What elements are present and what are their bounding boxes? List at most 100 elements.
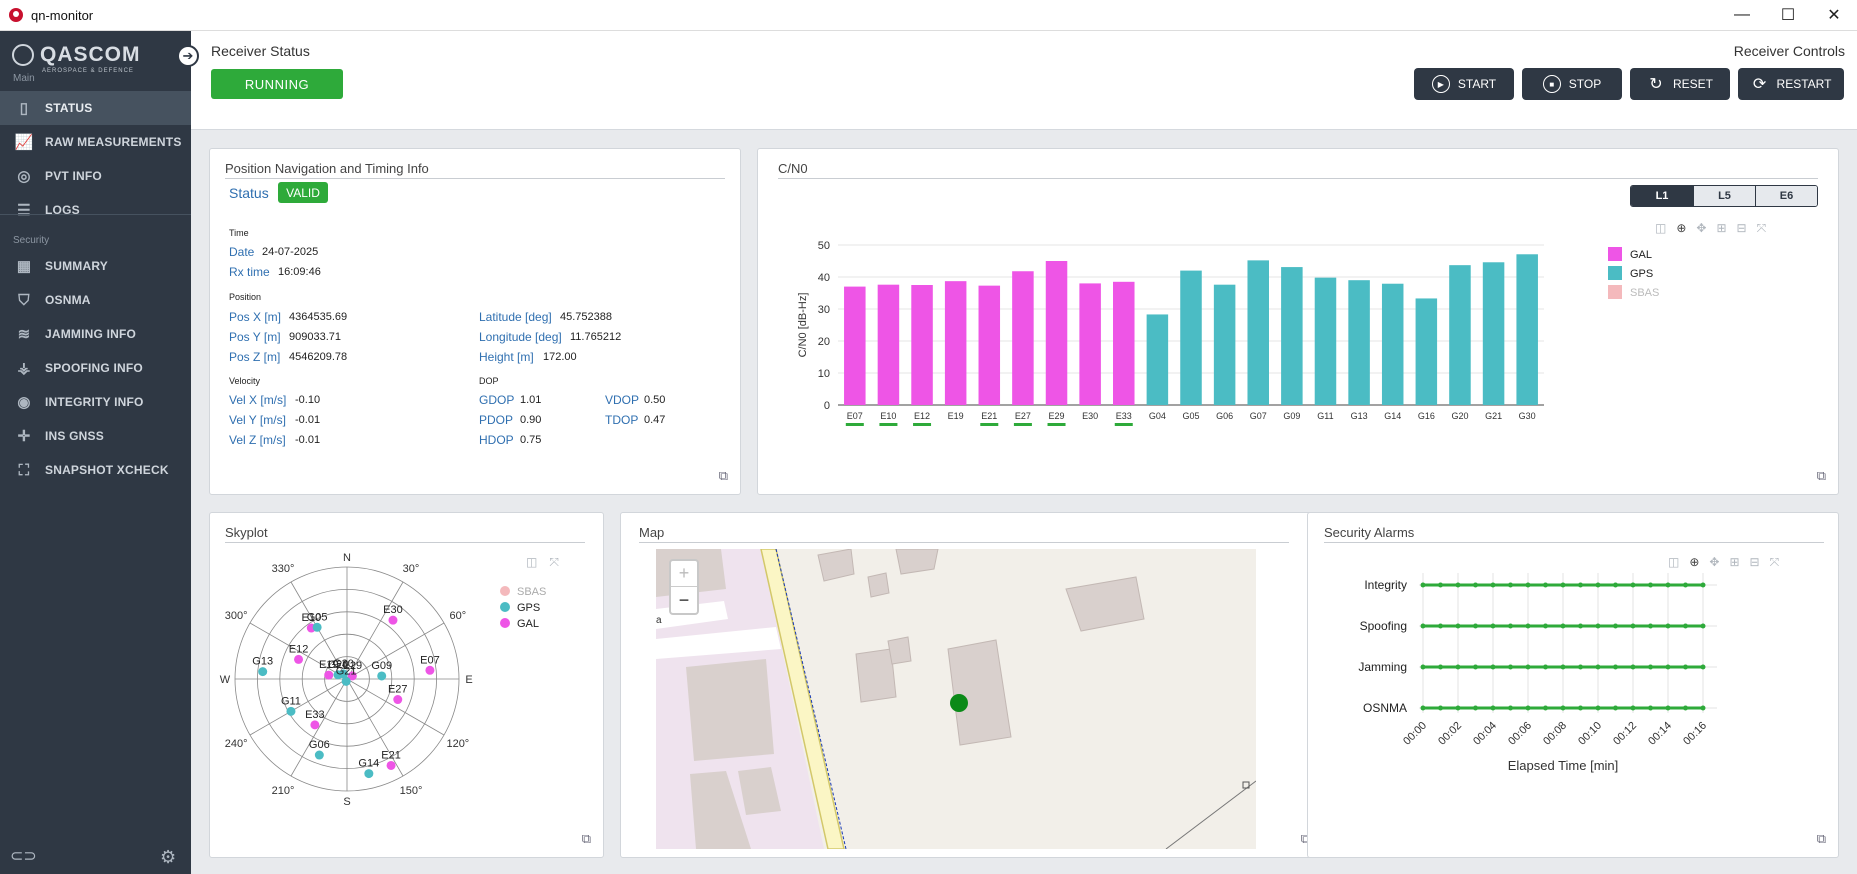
azimuth-label: 60°: [450, 610, 467, 622]
zoom-out-icon[interactable]: ⊟: [1736, 221, 1747, 235]
map-panel: Map + − a ⧉: [620, 512, 1323, 858]
x-tick-label: E30: [1082, 411, 1098, 421]
open-external-icon[interactable]: ⧉: [581, 831, 591, 846]
autoscale-icon[interactable]: ⤧: [549, 555, 559, 569]
alarm-point: [1648, 582, 1653, 588]
tdop-label: TDOP: [605, 413, 639, 427]
sidebar-item-raw-measurements[interactable]: 📈 RAW MEASUREMENTS: [0, 125, 191, 159]
open-external-icon[interactable]: ⧉: [718, 468, 728, 483]
zoom-out-icon[interactable]: ⊟: [1749, 555, 1760, 569]
sidebar-item-jamming-info[interactable]: ≋ JAMMING INFO: [0, 317, 191, 351]
x-tick-label: 00:12: [1611, 720, 1639, 748]
sidebar-item-summary[interactable]: ▦ SUMMARY: [0, 249, 191, 283]
zoom-icon[interactable]: ⊕: [1676, 221, 1687, 235]
pan-icon[interactable]: ✥: [1709, 555, 1720, 569]
link-icon[interactable]: ⊂⊃: [10, 848, 37, 865]
start-button[interactable]: ▶ START: [1414, 68, 1514, 100]
alarm-point: [1490, 623, 1496, 629]
alarm-point: [1630, 582, 1636, 588]
map-view[interactable]: [656, 549, 1256, 849]
maximize-button[interactable]: ☐: [1780, 7, 1796, 24]
alarm-point: [1560, 664, 1566, 670]
autoscale-icon[interactable]: ⤧: [1769, 555, 1780, 569]
sidebar-item-status[interactable]: ▯ STATUS: [0, 91, 191, 125]
x-tick-label: 00:14: [1646, 720, 1674, 748]
skyplot-title: Skyplot: [225, 525, 268, 540]
alarm-point: [1420, 623, 1426, 629]
x-tick-label: 00:06: [1506, 720, 1534, 748]
x-tick-label: 00:10: [1576, 720, 1604, 748]
sidebar-item-osnma[interactable]: ⛉ OSNMA: [0, 283, 191, 317]
sidebar-item-ins-gnss[interactable]: ✛ INS GNSS: [0, 419, 191, 453]
tab-e6[interactable]: E6: [1755, 186, 1817, 206]
minimize-button[interactable]: —: [1734, 6, 1750, 23]
azimuth-label: 120°: [446, 738, 469, 750]
satellite-label: E29: [343, 660, 363, 672]
sidebar-item-snapshot-xcheck[interactable]: ⛶ SNAPSHOT XCHECK: [0, 453, 191, 487]
valid-underline: [845, 423, 864, 426]
zoom-in-icon[interactable]: ⊞: [1716, 221, 1727, 235]
alarm-point: [1613, 582, 1618, 588]
sidebar-item-spoofing-info[interactable]: ⚶ SPOOFING INFO: [0, 351, 191, 385]
satellite-point: [341, 676, 351, 686]
zoom-in-button[interactable]: +: [671, 561, 697, 587]
satellite-label: G20: [328, 659, 349, 671]
cn0-title-underline: [778, 178, 1818, 179]
azimuth-spoke: [346, 678, 404, 777]
stop-button[interactable]: ■ STOP: [1522, 68, 1622, 100]
height-label: Height [m]: [479, 350, 534, 364]
satellite-point: [294, 654, 304, 664]
camera-icon[interactable]: ◫: [526, 555, 538, 569]
alarm-point: [1438, 623, 1443, 629]
sidebar-item-logs[interactable]: ☰ LOGS: [0, 193, 191, 227]
sidebar-item-pvt-info[interactable]: ◎ PVT INFO: [0, 159, 191, 193]
autoscale-icon[interactable]: ⤧: [1756, 221, 1767, 235]
sidebar-item-integrity-info[interactable]: ◉ INTEGRITY INFO: [0, 385, 191, 419]
x-tick-label: G30: [1519, 411, 1536, 421]
zoom-control: + −: [669, 559, 699, 615]
satellite-point: [324, 670, 334, 680]
zoom-out-button[interactable]: −: [678, 589, 690, 610]
y-tick-label: 0: [824, 400, 830, 412]
open-external-icon[interactable]: ⧉: [1816, 468, 1826, 483]
satellite-label: E07: [420, 654, 440, 666]
alarm-row-label: Jamming: [1358, 660, 1407, 674]
vel-z-label: Vel Z [m/s]: [229, 433, 286, 447]
bar-e19: [944, 281, 967, 405]
bar-e33: [1113, 281, 1135, 405]
alarm-point: [1683, 623, 1688, 629]
gear-icon[interactable]: ⚙: [160, 847, 177, 867]
legend-swatch: [1608, 285, 1622, 299]
zoom-icon[interactable]: ⊕: [1689, 555, 1700, 569]
close-button[interactable]: ✕: [1827, 7, 1841, 24]
camera-icon[interactable]: ◫: [1655, 221, 1667, 235]
collapse-sidebar-icon[interactable]: ➔: [177, 45, 199, 67]
restart-button[interactable]: ⟳ RESTART: [1738, 68, 1844, 100]
start-label: START: [1457, 77, 1497, 91]
alarm-point: [1473, 705, 1478, 711]
window-title: qn-monitor: [31, 7, 94, 23]
cn0-toolbar: ◫ ⊕ ✥ ⊞ ⊟ ⤧: [1655, 221, 1766, 236]
pnt-title: Position Navigation and Timing Info: [225, 161, 429, 176]
bar-e10: [877, 284, 900, 405]
open-external-icon[interactable]: ⧉: [1300, 831, 1310, 846]
reset-icon: ↻: [1649, 76, 1663, 93]
y-axis-label: C/N0 [dB-Hz]: [797, 293, 809, 358]
alarm-point: [1648, 664, 1653, 670]
reset-button[interactable]: ↻ RESET: [1630, 68, 1730, 100]
position-heading: Position: [229, 292, 262, 302]
alarm-point: [1700, 582, 1706, 588]
alarm-point: [1543, 582, 1548, 588]
open-external-icon[interactable]: ⧉: [1816, 831, 1826, 846]
tab-l1[interactable]: L1: [1631, 186, 1693, 206]
pan-icon[interactable]: ✥: [1696, 221, 1707, 235]
camera-icon[interactable]: ◫: [1668, 555, 1680, 569]
alarm-point: [1438, 705, 1443, 711]
vel-z-value: -0.01: [295, 434, 321, 446]
alarm-point: [1490, 582, 1496, 588]
alarm-point: [1455, 705, 1461, 711]
zoom-in-icon[interactable]: ⊞: [1729, 555, 1740, 569]
tab-l5[interactable]: L5: [1693, 186, 1755, 206]
alarm-point: [1508, 705, 1513, 711]
alarm-point: [1595, 582, 1601, 588]
